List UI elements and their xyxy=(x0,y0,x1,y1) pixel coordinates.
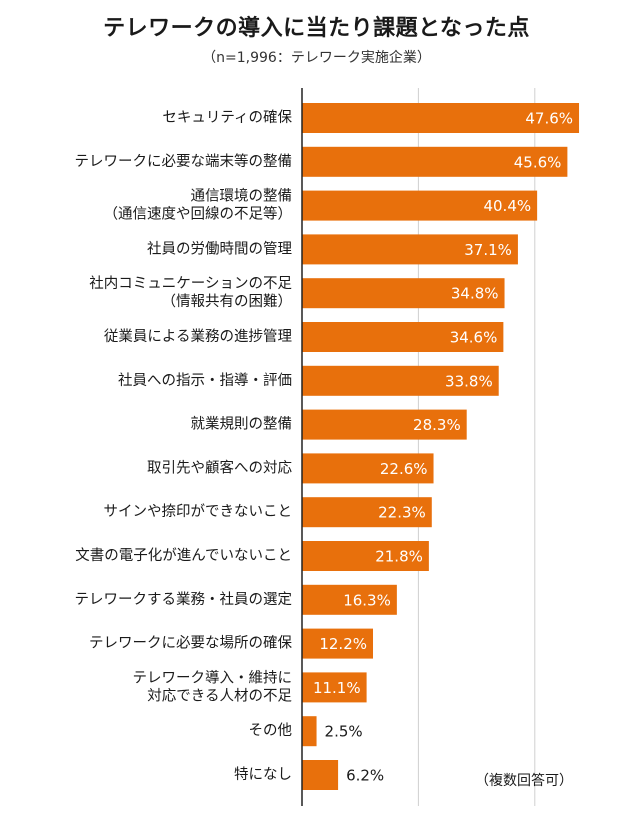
value-label: 33.8% xyxy=(445,372,493,390)
value-label: 22.3% xyxy=(378,504,426,522)
value-label: 16.3% xyxy=(343,591,391,609)
bar xyxy=(302,628,374,659)
category-label: 社員の労働時間の管理 xyxy=(147,240,292,257)
category-label: テレワークする業務・社員の選定 xyxy=(75,591,293,608)
value-label: 6.2% xyxy=(346,767,384,785)
value-labels: 47.6% 45.6% 40.4% 37.1% 34.8% 34.6% 33.8% 28.3%… xyxy=(313,110,573,785)
bar xyxy=(302,760,339,790)
category-labels: セキュリティの確保テレワークに必要な端末等の整備通信環境の整備（通信速度や回線の… xyxy=(75,109,293,783)
value-label: 21.8% xyxy=(375,548,423,566)
category-label: テレワークに必要な場所の確保 xyxy=(89,635,292,652)
category-label: 就業規則の整備 xyxy=(191,416,293,433)
chart-title: テレワークの導入に当たり課題となった点 xyxy=(103,16,530,41)
bar xyxy=(302,103,580,133)
category-label: その他 xyxy=(249,722,293,739)
bar xyxy=(302,497,432,528)
value-label: 37.1% xyxy=(464,241,512,259)
bar xyxy=(302,190,538,221)
bar xyxy=(302,365,499,396)
category-label: セキュリティの確保 xyxy=(162,109,292,126)
chart-subtitle: （n=1,996：テレワーク実施企業） xyxy=(202,50,431,66)
category-label: テレワークに必要な端末等の整備 xyxy=(75,152,293,170)
bar xyxy=(302,672,367,703)
bar xyxy=(302,234,518,265)
category-label: 特になし xyxy=(234,766,292,783)
bar xyxy=(302,716,317,747)
value-label: 22.6% xyxy=(380,460,428,478)
category-label: サインや捺印ができないこと xyxy=(104,503,293,520)
bar xyxy=(302,278,505,309)
value-label: 34.8% xyxy=(451,285,499,303)
category-label: 従業員による業務の進捗管理 xyxy=(104,328,293,345)
category-label: 社員への指示・指導・評価 xyxy=(118,372,292,389)
value-label: 34.6% xyxy=(450,329,498,347)
value-label: 40.4% xyxy=(483,197,531,215)
bar xyxy=(302,146,568,177)
category-label: 通信環境の整備 xyxy=(191,187,293,205)
category-label: 文書の電子化が進んでいないこと xyxy=(75,547,292,564)
category-label: 社内コミュニケーションの不足 xyxy=(89,275,292,292)
value-label: 12.2% xyxy=(319,635,367,653)
bar xyxy=(302,453,434,484)
chart-note: （複数回答可） xyxy=(475,772,573,789)
bar xyxy=(302,541,429,571)
bar xyxy=(302,409,467,440)
bar xyxy=(302,584,397,615)
category-label: テレワーク導入・維持に xyxy=(133,669,293,686)
value-label: 28.3% xyxy=(413,416,461,434)
category-label: （通信速度や回線の不足等） xyxy=(104,205,293,223)
bars xyxy=(302,103,580,790)
category-label: （情報共有の困難） xyxy=(162,293,293,310)
bar xyxy=(302,322,504,352)
value-label: 47.6% xyxy=(525,110,573,128)
value-label: 2.5% xyxy=(325,723,363,741)
value-label: 11.1% xyxy=(313,679,361,697)
category-label: 取引先や顧客への対応 xyxy=(147,459,292,476)
category-label: 対応できる人材の不足 xyxy=(147,687,292,704)
value-label: 45.6% xyxy=(514,153,562,171)
